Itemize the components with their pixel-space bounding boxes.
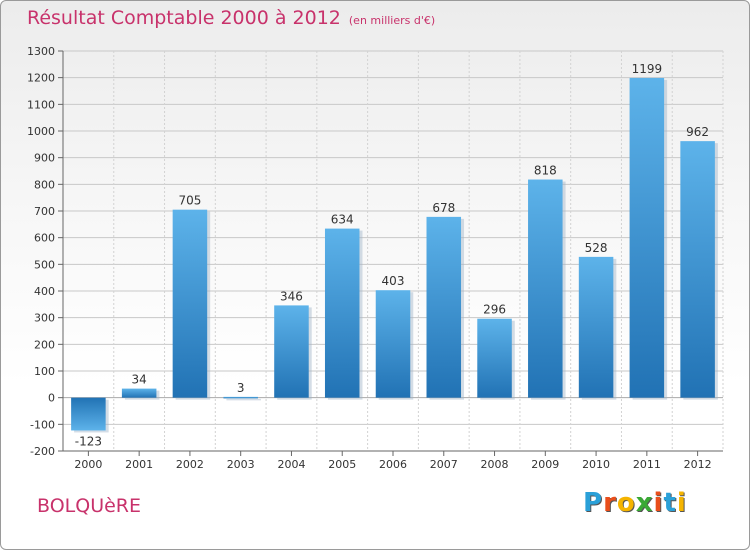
logo-letter: r <box>603 488 617 518</box>
bar <box>121 388 157 398</box>
y-tick-label: 100 <box>34 365 55 378</box>
data-label: 818 <box>534 164 557 178</box>
data-label: 296 <box>483 303 506 317</box>
axis-layer: -200 -100 0 100 200 300 400 500 600 700 800 900 1000… <box>27 45 723 471</box>
logo-letter: P <box>583 488 604 518</box>
x-tick-label: 2001 <box>125 458 153 471</box>
y-tick-label: 1000 <box>27 125 55 138</box>
x-tick-label: 2005 <box>328 458 356 471</box>
bar-shadow <box>226 398 261 401</box>
data-label: 634 <box>331 213 354 227</box>
logo-letter: o <box>616 488 636 518</box>
data-label: 528 <box>585 241 608 255</box>
bar <box>375 290 411 398</box>
bar <box>71 397 106 431</box>
proxiti-logo: Proxiti <box>583 488 687 518</box>
x-tick-label: 2002 <box>176 458 204 471</box>
y-tick-label: 1100 <box>27 98 55 111</box>
x-tick-label: 2003 <box>227 458 255 471</box>
x-tick-label: 2004 <box>277 458 305 471</box>
logo-letter: x <box>635 488 654 518</box>
x-tick-label: 2007 <box>430 458 458 471</box>
bar <box>172 209 208 398</box>
bar <box>477 318 512 398</box>
y-tick-label: -200 <box>30 445 55 458</box>
y-tick-label: 200 <box>34 338 55 351</box>
data-label: 403 <box>382 274 405 288</box>
logo-letter: i <box>653 488 664 518</box>
y-tick-label: 1200 <box>27 72 55 85</box>
data-label: 346 <box>280 289 303 303</box>
y-tick-label: 1300 <box>27 45 55 58</box>
bar <box>578 256 614 398</box>
x-tick-label: 2000 <box>74 458 102 471</box>
y-tick-label: 800 <box>34 178 55 191</box>
chart-unit: (en milliers d'€) <box>348 14 436 27</box>
bar <box>223 396 258 399</box>
data-label: 34 <box>132 373 147 387</box>
data-label: 1199 <box>632 62 663 76</box>
y-tick-label: -100 <box>30 418 55 431</box>
x-tick-label: 2011 <box>633 458 661 471</box>
bar <box>426 216 462 398</box>
x-tick-label: 2006 <box>379 458 407 471</box>
y-tick-label: 0 <box>48 392 55 405</box>
label-layer: -123 34 705 3 346 634 403 678 296 818 528 1199 962 <box>75 62 709 449</box>
commune-name: BOLQUèRE <box>37 495 141 517</box>
bar <box>528 179 563 398</box>
chart-title: Résultat Comptable 2000 à 2012 (en millie… <box>27 7 435 29</box>
x-tick-label: 2010 <box>582 458 610 471</box>
data-label: -123 <box>75 434 102 448</box>
title-text: Résultat Comptable 2000 à 2012 <box>27 7 341 29</box>
data-label: 678 <box>432 201 455 215</box>
x-tick-label: 2012 <box>684 458 712 471</box>
y-tick-label: 400 <box>34 285 55 298</box>
bar-layer <box>71 77 718 433</box>
bar <box>629 77 665 398</box>
bar <box>324 228 360 398</box>
y-tick-label: 700 <box>34 205 55 218</box>
y-tick-label: 500 <box>34 258 55 271</box>
bar <box>680 141 715 398</box>
data-label: 962 <box>686 125 709 139</box>
logo-letter: t <box>663 488 677 518</box>
data-label: 3 <box>237 381 245 395</box>
bar <box>274 305 309 398</box>
logo-letter: i <box>676 488 687 518</box>
y-tick-label: 600 <box>34 232 55 245</box>
y-tick-label: 300 <box>34 312 55 325</box>
x-tick-label: 2009 <box>531 458 559 471</box>
y-tick-label: 900 <box>34 152 55 165</box>
x-tick-label: 2008 <box>481 458 509 471</box>
data-label: 705 <box>178 194 201 208</box>
